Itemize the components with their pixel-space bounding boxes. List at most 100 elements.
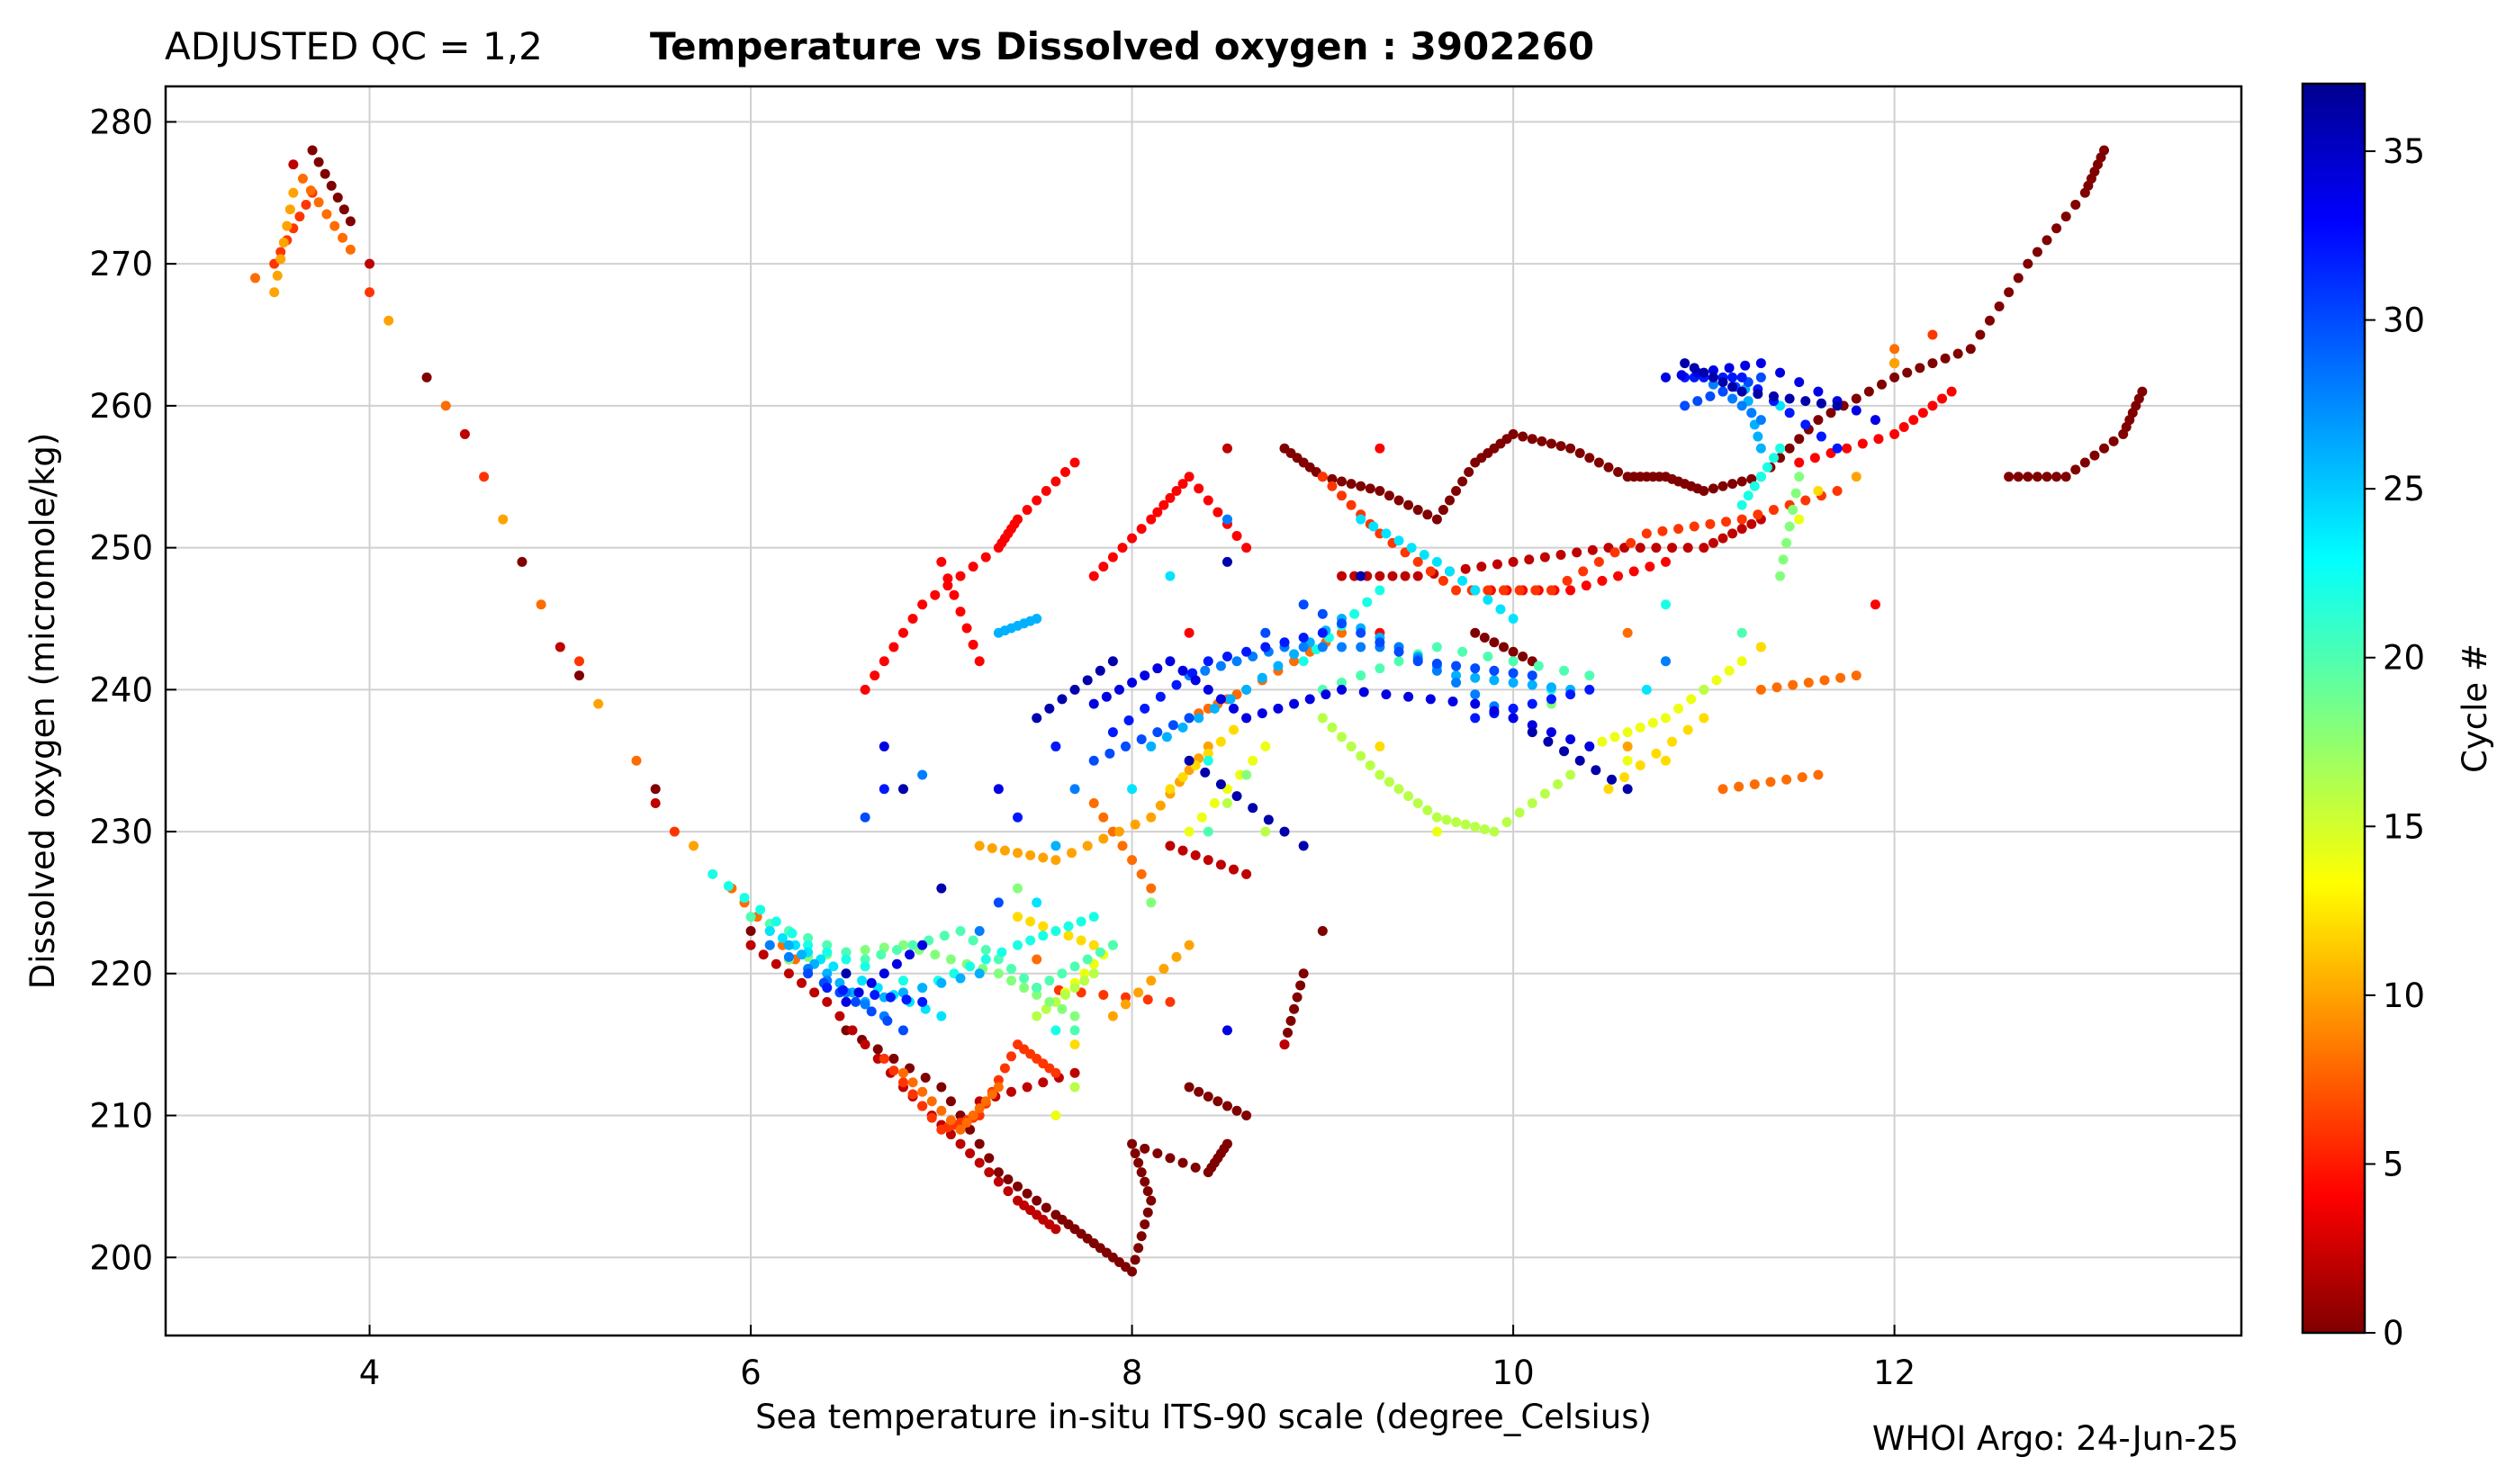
data-point bbox=[1607, 774, 1618, 785]
data-point bbox=[1406, 543, 1417, 553]
data-point bbox=[1113, 684, 1124, 695]
data-point bbox=[993, 897, 1004, 908]
data-point bbox=[689, 841, 699, 851]
data-point bbox=[926, 1112, 937, 1123]
data-point bbox=[745, 940, 756, 950]
data-point bbox=[1470, 627, 1481, 638]
data-point bbox=[1257, 672, 1267, 683]
data-point bbox=[872, 1044, 883, 1055]
data-point bbox=[1088, 571, 1099, 581]
data-point bbox=[1740, 360, 1751, 371]
data-point bbox=[1755, 684, 1766, 695]
data-point bbox=[1133, 987, 1144, 998]
data-point bbox=[1215, 778, 1226, 789]
data-point bbox=[1682, 724, 1693, 735]
data-point bbox=[1546, 438, 1556, 449]
data-point bbox=[1479, 823, 1490, 834]
data-point bbox=[860, 961, 870, 972]
data-point bbox=[897, 1067, 908, 1078]
data-point bbox=[1221, 652, 1232, 662]
x-tick-label: 6 bbox=[740, 1354, 762, 1392]
data-point bbox=[1130, 1148, 1140, 1159]
data-point bbox=[1775, 443, 1786, 454]
data-point bbox=[1123, 715, 1134, 726]
data-point bbox=[284, 204, 295, 215]
data-point bbox=[1088, 698, 1099, 709]
data-point bbox=[1489, 826, 1500, 837]
data-point bbox=[1470, 689, 1481, 700]
data-point bbox=[1317, 925, 1328, 936]
data-point bbox=[1403, 499, 1414, 510]
data-point bbox=[1136, 1167, 1147, 1178]
data-point bbox=[1130, 1255, 1140, 1265]
data-point bbox=[1203, 748, 1213, 759]
y-tick-label: 280 bbox=[89, 103, 153, 141]
data-point bbox=[1146, 976, 1157, 986]
data-point bbox=[1809, 453, 1820, 463]
data-point bbox=[1177, 772, 1188, 783]
data-point bbox=[1013, 883, 1023, 894]
data-point bbox=[1013, 940, 1023, 950]
data-point bbox=[1832, 400, 1843, 411]
y-axis-ticks: 200 210 220 230 240 250 260 270 280 bbox=[89, 103, 176, 1277]
data-point bbox=[1317, 608, 1328, 619]
data-point bbox=[1349, 608, 1360, 619]
data-point bbox=[1146, 812, 1157, 823]
data-point bbox=[459, 428, 470, 439]
data-point bbox=[1146, 883, 1157, 894]
data-point bbox=[1527, 698, 1537, 709]
data-point bbox=[1445, 495, 1456, 506]
data-point bbox=[1647, 717, 1658, 728]
data-point bbox=[1127, 677, 1138, 688]
data-point bbox=[936, 1105, 947, 1116]
data-point bbox=[1069, 1039, 1080, 1050]
data-point bbox=[1295, 980, 1306, 991]
data-point bbox=[1146, 514, 1157, 525]
data-point bbox=[1142, 994, 1153, 1005]
data-point bbox=[993, 1075, 1004, 1085]
data-point bbox=[1019, 973, 1030, 984]
data-point bbox=[1127, 533, 1138, 544]
data-point bbox=[999, 1063, 1010, 1074]
data-point bbox=[1514, 585, 1525, 596]
data-point bbox=[1816, 398, 1826, 409]
data-point bbox=[1889, 358, 1900, 369]
data-point bbox=[708, 868, 718, 879]
data-point bbox=[1117, 841, 1128, 851]
data-point bbox=[974, 1103, 985, 1114]
data-point bbox=[1626, 537, 1636, 548]
data-point bbox=[275, 254, 286, 265]
data-point bbox=[891, 945, 902, 956]
data-point bbox=[2070, 464, 2081, 475]
data-point bbox=[1457, 575, 1468, 586]
data-point bbox=[1717, 386, 1728, 397]
data-point bbox=[1231, 530, 1242, 541]
data-point bbox=[1768, 453, 1779, 463]
data-point bbox=[1400, 571, 1411, 581]
data-point bbox=[1088, 940, 1099, 950]
data-point bbox=[1158, 964, 1169, 975]
data-point bbox=[1365, 483, 1375, 494]
data-point bbox=[1915, 363, 1925, 373]
data-point bbox=[307, 145, 318, 156]
data-point bbox=[1171, 486, 1182, 497]
data-point bbox=[1572, 547, 1582, 558]
data-point bbox=[1527, 798, 1537, 809]
data-point bbox=[383, 315, 394, 326]
data-point bbox=[1699, 684, 1709, 695]
data-point bbox=[1107, 552, 1118, 562]
data-point bbox=[1736, 524, 1747, 535]
data-point bbox=[574, 656, 585, 667]
data-point bbox=[1215, 694, 1226, 705]
data-point bbox=[803, 940, 814, 950]
data-point bbox=[955, 1138, 966, 1149]
data-point bbox=[1667, 543, 1678, 553]
data-point bbox=[269, 287, 280, 298]
data-point bbox=[1628, 566, 1639, 577]
data-point bbox=[974, 1138, 985, 1149]
data-point bbox=[1155, 800, 1166, 811]
data-point bbox=[777, 932, 788, 943]
data-point bbox=[1283, 1028, 1294, 1039]
data-point bbox=[1470, 672, 1481, 683]
data-point bbox=[1356, 571, 1366, 581]
